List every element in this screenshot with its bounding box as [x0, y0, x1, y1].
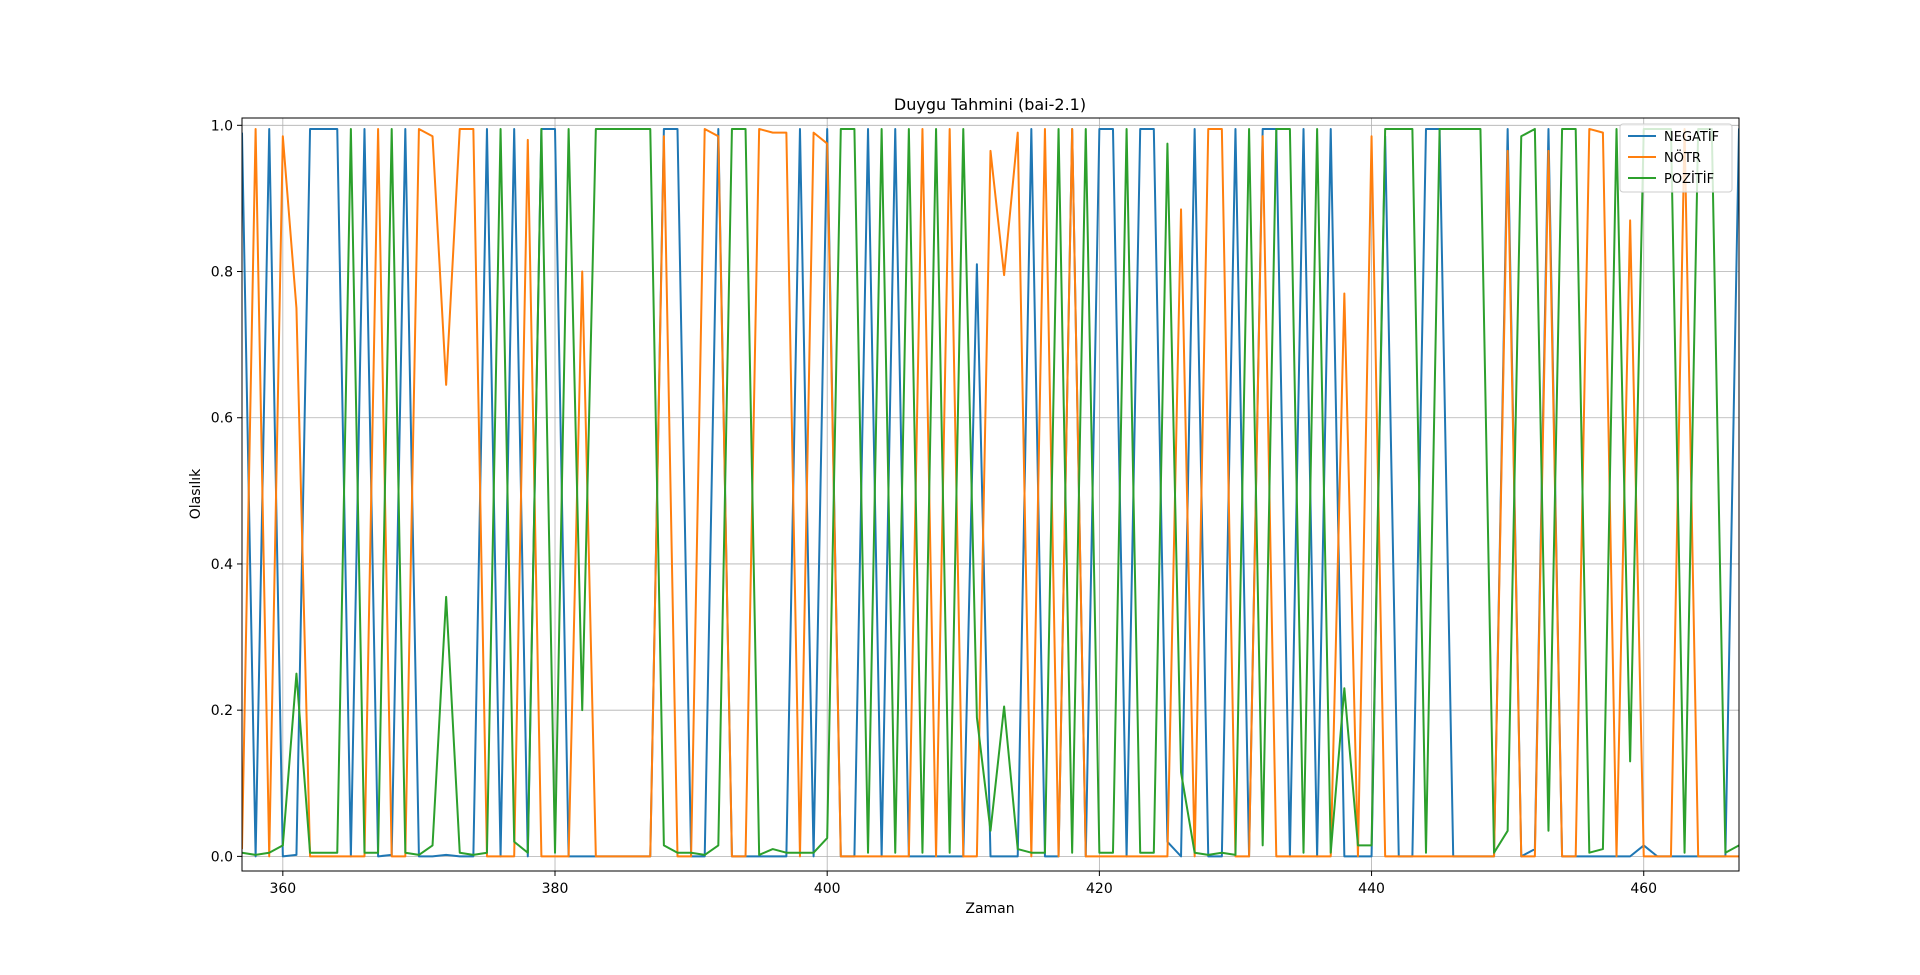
series-line-notr — [242, 127, 1739, 858]
y-tick-label: 0.8 — [211, 265, 233, 281]
axis-ticks: 360 380 400 420 440 460 0.0 0.2 0.4 0.6 0.8 1.0 — [211, 118, 1657, 897]
series-line-pozitif — [242, 127, 1739, 856]
y-axis-label: Olasılık — [188, 468, 204, 519]
x-tick-label: 420 — [1086, 881, 1113, 897]
x-tick-label: 460 — [1630, 881, 1657, 897]
y-tick-label: 0.4 — [211, 557, 233, 573]
legend-box — [1619, 123, 1733, 193]
x-tick-label: 440 — [1358, 881, 1385, 897]
y-tick-label: 0.6 — [211, 411, 233, 427]
legend-label-pozitif: POZİTİF — [1664, 171, 1714, 187]
y-tick-label: 0.2 — [211, 703, 233, 719]
x-tick-label: 360 — [269, 881, 296, 897]
series-lines — [242, 127, 1739, 858]
legend-label-negatif: NEGATİF — [1664, 129, 1719, 145]
x-axis-label: Zaman — [965, 901, 1014, 917]
legend: NEGATİF NÖTR POZİTİF — [1619, 123, 1733, 193]
x-tick-label: 380 — [542, 881, 569, 897]
y-tick-label: 0.0 — [211, 849, 233, 865]
plot-frame — [241, 117, 1740, 872]
y-tick-label: 1.0 — [211, 118, 233, 134]
x-tick-label: 400 — [814, 881, 841, 897]
legend-label-notr: NÖTR — [1664, 149, 1701, 166]
chart-title: Duygu Tahmini (bai-2.1) — [894, 95, 1086, 114]
